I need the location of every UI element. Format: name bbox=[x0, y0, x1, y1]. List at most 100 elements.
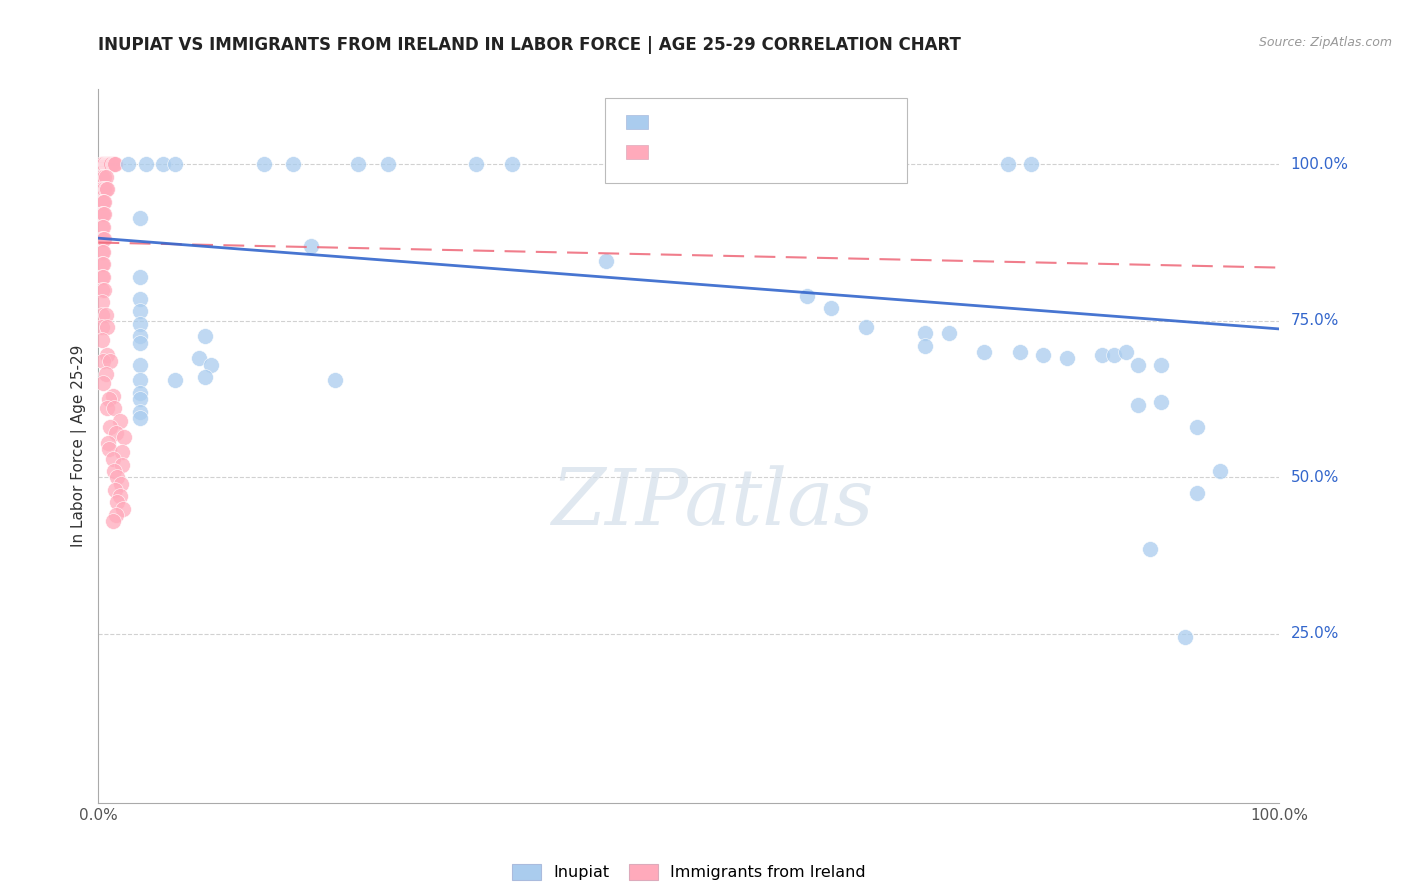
Point bbox=[117, 157, 139, 171]
Point bbox=[1150, 358, 1173, 372]
Point bbox=[91, 283, 114, 297]
Point bbox=[128, 404, 150, 418]
Point bbox=[112, 429, 135, 443]
Legend: Inupiat, Immigrants from Ireland: Inupiat, Immigrants from Ireland bbox=[512, 864, 866, 880]
Point bbox=[91, 244, 114, 259]
Point bbox=[108, 489, 131, 503]
Point bbox=[98, 157, 121, 171]
Point bbox=[761, 157, 783, 171]
Text: Source: ZipAtlas.com: Source: ZipAtlas.com bbox=[1258, 36, 1392, 49]
Text: ZIPatlas: ZIPatlas bbox=[551, 465, 873, 541]
Text: N =: N = bbox=[749, 145, 796, 159]
Point bbox=[91, 257, 114, 271]
Point bbox=[110, 476, 132, 491]
Point bbox=[128, 385, 150, 400]
Point bbox=[101, 451, 124, 466]
Point bbox=[323, 373, 346, 387]
Point bbox=[98, 442, 121, 457]
Point bbox=[108, 414, 131, 428]
Text: 100.0%: 100.0% bbox=[1291, 157, 1348, 172]
Point bbox=[128, 304, 150, 318]
Point bbox=[152, 157, 174, 171]
Point bbox=[91, 232, 114, 246]
Point bbox=[91, 232, 114, 246]
Point bbox=[91, 320, 114, 334]
Point bbox=[1021, 157, 1043, 171]
Point bbox=[96, 320, 118, 334]
Point bbox=[91, 308, 114, 322]
Point bbox=[111, 458, 134, 472]
Point bbox=[93, 283, 115, 297]
Point bbox=[103, 464, 125, 478]
Point bbox=[1174, 630, 1197, 644]
Point bbox=[165, 373, 187, 387]
Point bbox=[96, 401, 118, 416]
Point bbox=[377, 157, 399, 171]
Point bbox=[91, 244, 114, 259]
Point bbox=[796, 289, 818, 303]
Point bbox=[1209, 464, 1232, 478]
Point bbox=[91, 157, 114, 171]
Point bbox=[93, 194, 115, 209]
Point bbox=[1139, 542, 1161, 557]
Point bbox=[973, 345, 995, 359]
Point bbox=[91, 376, 114, 391]
Point bbox=[96, 348, 118, 362]
Point bbox=[94, 182, 117, 196]
Y-axis label: In Labor Force | Age 25-29: In Labor Force | Age 25-29 bbox=[72, 345, 87, 547]
Point bbox=[997, 157, 1019, 171]
Point bbox=[855, 320, 877, 334]
Point bbox=[128, 358, 150, 372]
Point bbox=[938, 326, 960, 341]
Point bbox=[105, 426, 128, 441]
Point bbox=[128, 392, 150, 406]
Point bbox=[93, 182, 115, 196]
Point bbox=[91, 194, 114, 209]
Point bbox=[91, 169, 114, 184]
Point bbox=[796, 157, 818, 171]
Text: -0.021: -0.021 bbox=[686, 145, 744, 159]
Point bbox=[91, 219, 114, 234]
Point bbox=[100, 157, 122, 171]
Point bbox=[1032, 348, 1054, 362]
Point bbox=[104, 483, 127, 497]
Point bbox=[135, 157, 157, 171]
Point bbox=[93, 232, 115, 246]
Text: N =: N = bbox=[749, 115, 796, 129]
Point bbox=[91, 207, 114, 221]
Point bbox=[91, 219, 114, 234]
Text: R =: R = bbox=[658, 145, 693, 159]
Point bbox=[91, 207, 114, 221]
Point bbox=[194, 370, 217, 384]
Point bbox=[1091, 348, 1114, 362]
Point bbox=[98, 157, 121, 171]
Text: INUPIAT VS IMMIGRANTS FROM IRELAND IN LABOR FORCE | AGE 25-29 CORRELATION CHART: INUPIAT VS IMMIGRANTS FROM IRELAND IN LA… bbox=[98, 36, 962, 54]
Text: -0.264: -0.264 bbox=[686, 115, 744, 129]
Point bbox=[1126, 358, 1149, 372]
Point bbox=[97, 435, 120, 450]
Point bbox=[97, 157, 120, 171]
Point bbox=[101, 157, 124, 171]
Point bbox=[104, 157, 127, 171]
Text: 72: 72 bbox=[783, 145, 806, 159]
Point bbox=[1102, 348, 1125, 362]
Point bbox=[94, 157, 117, 171]
Point bbox=[103, 401, 125, 416]
Point bbox=[194, 329, 217, 343]
Point bbox=[91, 295, 114, 310]
Point bbox=[91, 270, 114, 285]
Point bbox=[101, 389, 124, 403]
Point bbox=[1126, 398, 1149, 412]
Point bbox=[128, 292, 150, 306]
Point bbox=[187, 351, 209, 366]
Point bbox=[914, 326, 936, 341]
Point bbox=[820, 301, 842, 316]
Point bbox=[103, 157, 125, 171]
Point bbox=[299, 238, 322, 252]
Point bbox=[91, 270, 114, 285]
Point bbox=[128, 270, 150, 285]
Point bbox=[105, 508, 128, 522]
Point bbox=[128, 410, 150, 425]
Point bbox=[94, 169, 117, 184]
Point bbox=[501, 157, 523, 171]
